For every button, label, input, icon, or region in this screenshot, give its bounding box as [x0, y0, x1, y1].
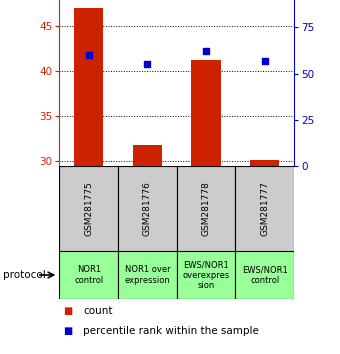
Text: GSM281775: GSM281775	[84, 181, 93, 236]
Text: EWS/NOR1
control: EWS/NOR1 control	[242, 265, 288, 285]
Bar	[177, 251, 235, 299]
Bar	[191, 61, 221, 166]
Bar	[59, 251, 118, 299]
Text: ■: ■	[63, 326, 72, 336]
Point	[203, 48, 209, 54]
Bar	[177, 166, 235, 251]
Text: ■: ■	[63, 307, 72, 316]
Bar	[59, 166, 118, 251]
Text: percentile rank within the sample: percentile rank within the sample	[83, 326, 259, 336]
Point	[86, 52, 91, 58]
Text: EWS/NOR1
overexpres
sion: EWS/NOR1 overexpres sion	[183, 260, 230, 290]
Bar	[250, 160, 279, 166]
Bar	[74, 8, 103, 166]
Bar	[133, 145, 162, 166]
Point	[145, 61, 150, 67]
Text: GSM281777: GSM281777	[260, 181, 269, 236]
Bar	[235, 251, 294, 299]
Text: count: count	[83, 307, 113, 316]
Text: GSM281776: GSM281776	[143, 181, 152, 236]
Bar	[118, 251, 177, 299]
Bar	[235, 166, 294, 251]
Text: GSM281778: GSM281778	[202, 181, 210, 236]
Text: NOR1
control: NOR1 control	[74, 265, 103, 285]
Bar	[118, 166, 177, 251]
Point	[262, 58, 268, 63]
Text: protocol: protocol	[3, 270, 46, 280]
Text: NOR1 over
expression: NOR1 over expression	[124, 265, 170, 285]
